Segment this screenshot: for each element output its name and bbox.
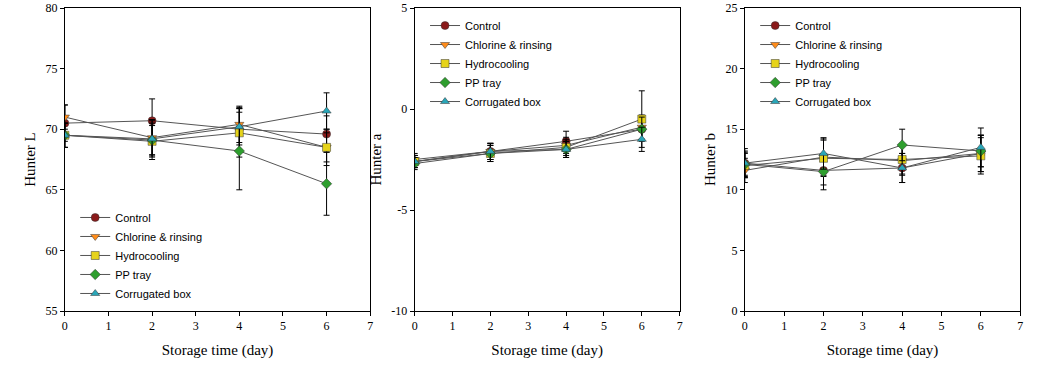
svg-text:70: 70	[45, 122, 57, 136]
svg-text:2: 2	[487, 319, 493, 333]
svg-text:2: 2	[821, 319, 827, 333]
svg-text:Chlorine & rinsing: Chlorine & rinsing	[795, 39, 882, 51]
svg-text:4: 4	[899, 319, 905, 333]
svg-text:1: 1	[450, 319, 456, 333]
svg-text:Control: Control	[795, 20, 830, 32]
svg-text:0: 0	[742, 319, 748, 333]
svg-text:0: 0	[401, 102, 407, 116]
svg-text:3: 3	[860, 319, 866, 333]
svg-text:6: 6	[978, 319, 984, 333]
svg-text:Storage time (day): Storage time (day)	[827, 342, 939, 359]
svg-text:5: 5	[601, 319, 607, 333]
svg-text:Control: Control	[115, 212, 150, 224]
svg-text:7: 7	[367, 319, 373, 333]
svg-text:7: 7	[677, 319, 683, 333]
svg-text:Corrugated box: Corrugated box	[115, 288, 191, 300]
svg-text:7: 7	[1017, 319, 1023, 333]
svg-text:Hydrocooling: Hydrocooling	[465, 58, 529, 70]
svg-text:6: 6	[639, 319, 645, 333]
svg-text:Hunter a: Hunter a	[368, 133, 384, 185]
svg-text:Chlorine & rinsing: Chlorine & rinsing	[115, 231, 202, 243]
svg-text:Corrugated box: Corrugated box	[465, 96, 541, 108]
svg-text:0: 0	[731, 304, 737, 318]
svg-text:10: 10	[725, 183, 737, 197]
svg-text:4: 4	[563, 319, 569, 333]
svg-text:4: 4	[236, 319, 242, 333]
svg-text:Hydrocooling: Hydrocooling	[795, 58, 859, 70]
svg-text:60: 60	[45, 244, 57, 258]
svg-text:1: 1	[105, 319, 111, 333]
svg-text:25: 25	[725, 1, 737, 15]
svg-text:65: 65	[45, 183, 57, 197]
svg-text:Chlorine & rinsing: Chlorine & rinsing	[465, 39, 552, 51]
svg-text:2: 2	[149, 319, 155, 333]
svg-text:80: 80	[45, 1, 57, 15]
svg-text:Hunter b: Hunter b	[702, 133, 718, 186]
svg-text:3: 3	[525, 319, 531, 333]
svg-text:PP tray: PP tray	[795, 77, 831, 89]
svg-text:0: 0	[412, 319, 418, 333]
svg-text:5: 5	[401, 1, 407, 15]
svg-text:15: 15	[725, 122, 737, 136]
svg-text:75: 75	[45, 62, 57, 76]
svg-text:6: 6	[324, 319, 330, 333]
svg-text:Hunter L: Hunter L	[22, 132, 38, 187]
svg-text:Hydrocooling: Hydrocooling	[115, 250, 179, 262]
svg-text:3: 3	[193, 319, 199, 333]
svg-text:Storage time (day): Storage time (day)	[491, 342, 603, 359]
svg-text:-10: -10	[391, 304, 407, 318]
svg-text:Storage time (day): Storage time (day)	[162, 342, 274, 359]
svg-text:PP tray: PP tray	[115, 269, 151, 281]
svg-text:5: 5	[731, 244, 737, 258]
svg-text:55: 55	[45, 304, 57, 318]
svg-text:Control: Control	[465, 20, 500, 32]
svg-text:PP tray: PP tray	[465, 77, 501, 89]
svg-text:20: 20	[725, 62, 737, 76]
svg-text:5: 5	[280, 319, 286, 333]
svg-text:Corrugated box: Corrugated box	[795, 96, 871, 108]
svg-text:-5: -5	[397, 203, 407, 217]
svg-text:0: 0	[62, 319, 68, 333]
svg-text:1: 1	[781, 319, 787, 333]
svg-text:5: 5	[939, 319, 945, 333]
